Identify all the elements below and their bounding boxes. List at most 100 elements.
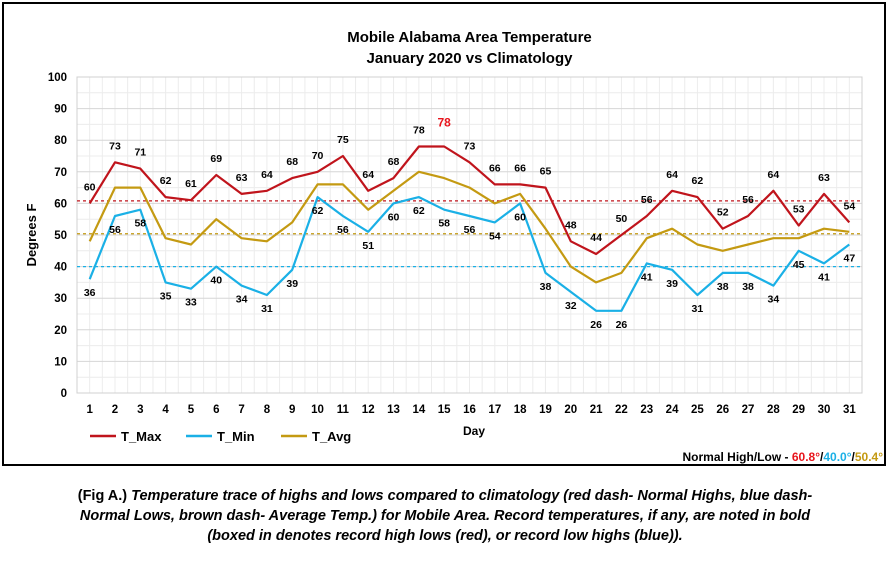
data-label-max: 63 [236, 172, 248, 184]
x-tick-label: 13 [387, 404, 400, 416]
data-label-min: 39 [666, 278, 678, 290]
data-label-min: 31 [261, 303, 273, 315]
y-tick-label: 30 [54, 293, 67, 305]
data-label-max: 63 [818, 172, 830, 184]
legend-label: T_Min [217, 429, 255, 444]
data-label-max: 52 [717, 207, 729, 219]
data-label-max: 71 [134, 147, 146, 159]
data-label-min: 26 [616, 319, 628, 331]
normals-note-part: 60.8° [792, 450, 820, 464]
caption-text: Temperature trace of highs and lows comp… [79, 488, 813, 544]
legend-item-t-avg: T_Avg [281, 429, 351, 444]
data-label-min: 38 [717, 281, 729, 293]
data-label-max: 64 [362, 169, 374, 181]
x-tick-label: 5 [188, 404, 195, 416]
y-tick-label: 10 [54, 356, 67, 368]
x-tick-label: 16 [463, 404, 476, 416]
x-tick-label: 2 [112, 404, 118, 416]
x-tick-label: 21 [590, 404, 603, 416]
x-tick-label: 27 [742, 404, 755, 416]
x-tick-label: 22 [615, 404, 628, 416]
data-label-max: 56 [641, 194, 653, 206]
caption-lead: (Fig A.) [77, 488, 132, 504]
data-label-min: 47 [843, 252, 855, 264]
data-label-max: 50 [616, 213, 628, 225]
plot-area [76, 76, 863, 394]
data-label-max: 66 [514, 162, 526, 174]
y-tick-label: 40 [54, 262, 67, 274]
data-label-max: 69 [210, 153, 222, 165]
x-tick-label: 15 [438, 404, 451, 416]
data-label-max: 78 [413, 125, 425, 137]
data-label-min: 34 [768, 294, 780, 306]
data-label-min: 60 [388, 211, 400, 223]
data-label-min: 40 [210, 275, 222, 287]
data-label-min: 62 [312, 205, 324, 217]
data-label-min: 35 [160, 290, 172, 302]
legend-label: T_Avg [312, 429, 351, 444]
x-tick-label: 11 [337, 404, 350, 416]
data-label-min: 26 [590, 319, 602, 331]
data-label-min: 56 [109, 224, 121, 236]
data-label-min: 60 [514, 211, 526, 223]
x-tick-label: 3 [137, 404, 143, 416]
chart-subtitle: January 2020 vs Climatology [367, 50, 574, 67]
x-tick-label: 24 [666, 404, 679, 416]
data-label-min: 62 [413, 205, 425, 217]
data-label-min: 36 [84, 287, 96, 299]
data-label-min: 45 [793, 259, 805, 271]
y-tick-label: 20 [54, 325, 67, 337]
data-label-max: 73 [109, 140, 121, 152]
y-tick-label: 100 [48, 72, 67, 84]
record-data-label: 78 [437, 116, 451, 130]
data-label-min: 51 [362, 240, 374, 252]
x-tick-label: 8 [264, 404, 271, 416]
data-label-max: 44 [590, 232, 602, 244]
data-label-max: 75 [337, 134, 349, 146]
y-tick-label: 90 [54, 104, 67, 116]
data-label-min: 38 [540, 281, 552, 293]
x-tick-label: 19 [539, 404, 552, 416]
data-label-min: 56 [464, 224, 476, 236]
data-label-min: 32 [565, 300, 577, 312]
data-label-min: 34 [236, 294, 248, 306]
data-label-min: 54 [489, 230, 501, 242]
data-label-max: 70 [312, 150, 324, 162]
x-tick-label: 25 [691, 404, 704, 416]
normals-note-part: / [852, 450, 856, 464]
x-tick-label: 28 [767, 404, 780, 416]
data-label-min: 33 [185, 297, 197, 309]
data-label-max: 54 [843, 200, 855, 212]
data-label-max: 62 [160, 175, 172, 187]
x-tick-label: 20 [564, 404, 577, 416]
x-tick-label: 9 [289, 404, 295, 416]
data-label-max: 64 [261, 169, 273, 181]
data-label-max: 62 [692, 175, 704, 187]
y-axis-label: Degrees F [24, 204, 39, 267]
normals-note-part: / [820, 450, 824, 464]
data-label-max: 65 [540, 166, 552, 178]
normals-note-part: 50.4° [855, 450, 883, 464]
data-label-max: 66 [489, 162, 501, 174]
x-tick-label: 14 [412, 404, 425, 416]
y-tick-label: 60 [54, 198, 67, 210]
chart-frame: Mobile Alabama Area Temperature January 2… [2, 2, 886, 466]
data-label-max: 68 [286, 156, 298, 168]
x-tick-label: 18 [514, 404, 527, 416]
normals-note-part: 40.0° [823, 450, 851, 464]
data-label-max: 73 [464, 140, 476, 152]
normals-note-part: Normal High/Low - [683, 450, 792, 464]
y-tick-label: 70 [54, 167, 67, 179]
x-tick-label: 10 [311, 404, 324, 416]
data-label-max: 64 [768, 169, 780, 181]
series-line-t-max [88, 145, 851, 256]
x-axis-label: Day [463, 424, 485, 438]
data-label-min: 39 [286, 278, 298, 290]
legend-label: T_Max [121, 429, 162, 444]
x-tick-label: 29 [792, 404, 805, 416]
data-label-max: 64 [666, 169, 678, 181]
data-label-max: 68 [388, 156, 400, 168]
series-line-t-avg [88, 170, 850, 284]
y-tick-label: 0 [61, 388, 67, 400]
x-tick-label: 30 [818, 404, 831, 416]
